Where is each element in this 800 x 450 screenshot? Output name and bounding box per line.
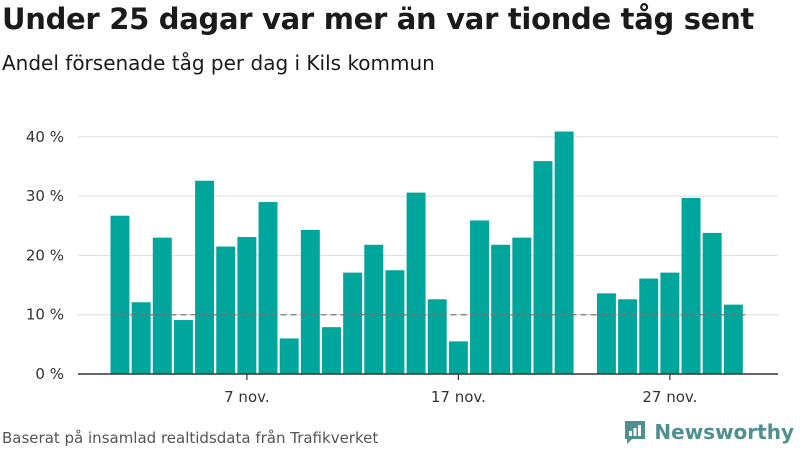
bar [237, 237, 257, 374]
bar [406, 192, 426, 374]
y-tick-label: 30 % [26, 187, 64, 205]
bar [364, 244, 384, 374]
bar [639, 278, 659, 374]
bar [512, 237, 532, 374]
bar [702, 232, 722, 374]
bar [322, 327, 341, 374]
y-tick-label: 10 % [26, 306, 64, 324]
bar [681, 197, 701, 374]
bar [470, 220, 489, 374]
bar [427, 299, 447, 374]
bar [618, 299, 638, 374]
bar [660, 272, 680, 374]
newsworthy-logo: Newsworthy [623, 419, 794, 445]
bar [385, 270, 405, 374]
bar [195, 180, 215, 374]
bar [596, 293, 616, 374]
data-source-note: Baserat på insamlad realtidsdata från Tr… [2, 429, 379, 447]
bar [533, 161, 553, 374]
bar [216, 246, 236, 374]
bar [448, 341, 468, 374]
bar [554, 131, 574, 374]
bar [343, 272, 363, 374]
bar [723, 304, 743, 374]
newsworthy-icon [625, 421, 646, 444]
y-tick-label: 20 % [26, 246, 64, 264]
x-tick-label: 27 nov. [642, 388, 697, 406]
x-tick-label: 7 nov. [224, 388, 269, 406]
bar [152, 237, 172, 374]
y-tick-label: 0 % [35, 365, 64, 383]
bar [279, 338, 299, 374]
chart-subtitle: Andel försenade tåg per dag i Kils kommu… [2, 51, 435, 75]
bar [300, 229, 320, 374]
bar [173, 320, 193, 374]
bar [491, 244, 511, 374]
bar [131, 302, 151, 374]
x-tick-label: 17 nov. [431, 388, 486, 406]
bar [258, 202, 278, 374]
bar [110, 215, 130, 374]
y-tick-label: 40 % [26, 128, 64, 146]
chart-title: Under 25 dagar var mer än var tionde tåg… [2, 2, 754, 36]
brand-name: Newsworthy [654, 420, 794, 444]
